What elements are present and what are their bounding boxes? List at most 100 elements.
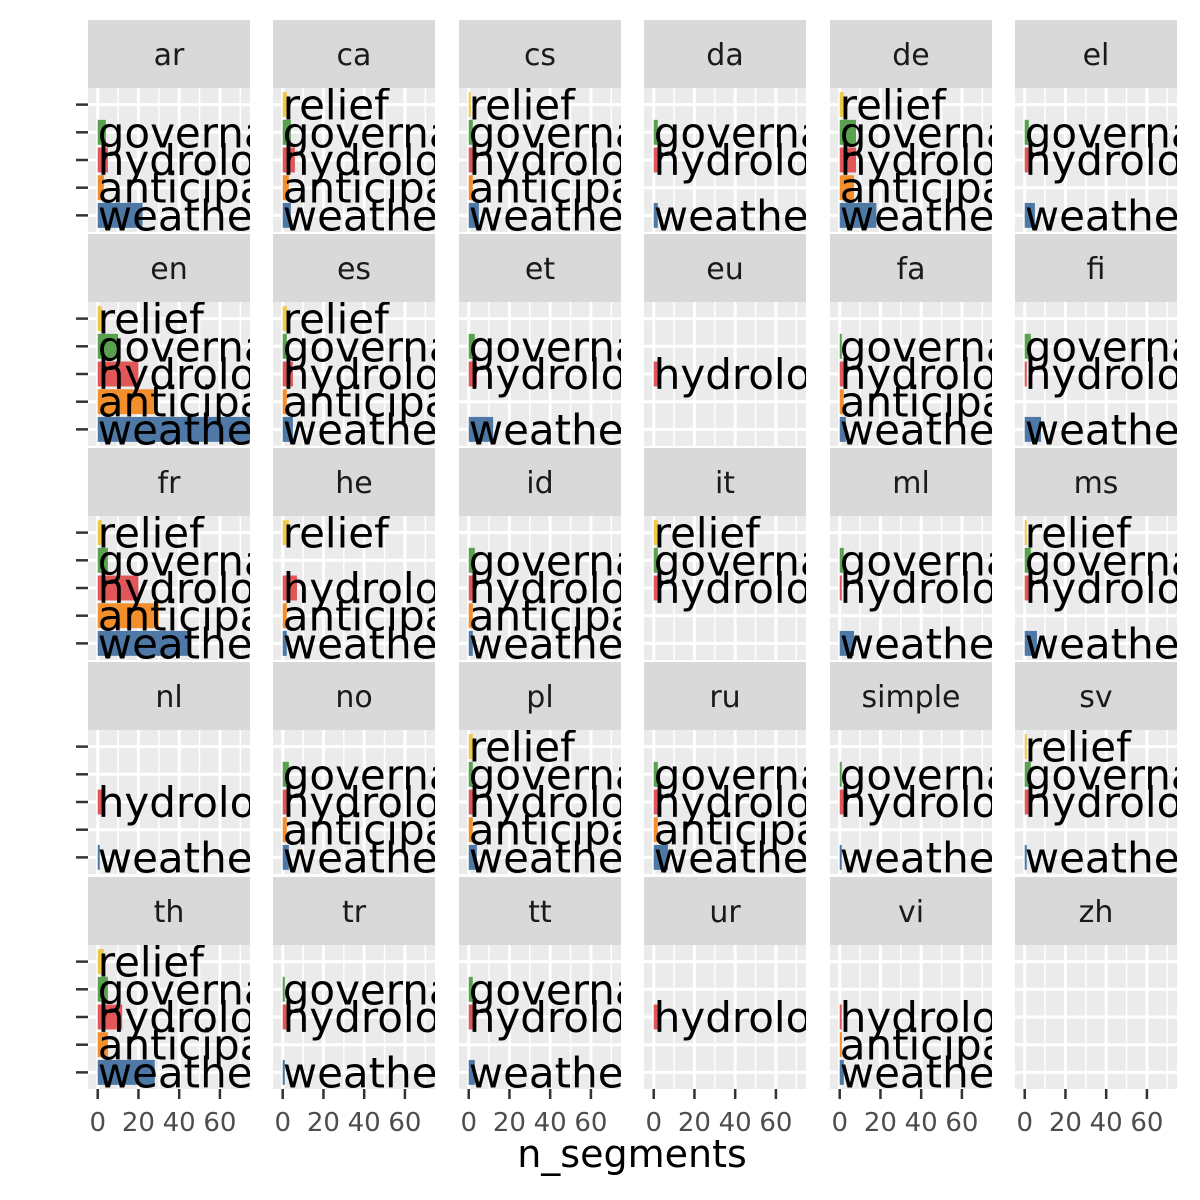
bar-anticipation <box>282 817 287 843</box>
bar-weather <box>468 1059 475 1085</box>
bar-anticipation <box>839 1032 842 1058</box>
bar-weather <box>468 630 473 656</box>
bar-label-anticipation: anticipation <box>469 806 717 855</box>
bar-label-weather: weather <box>654 191 827 240</box>
x-tick-label: 40 <box>719 1108 752 1138</box>
bar-label-weather: weather <box>283 191 456 240</box>
bar-weather <box>653 844 668 870</box>
facet-strip-label: et <box>525 252 555 287</box>
facet-strip <box>459 20 621 88</box>
x-tick-label: 0 <box>645 1108 662 1138</box>
bar-label-governance: governance <box>283 965 530 1014</box>
bar-label-anticipation: anticipation <box>654 806 902 855</box>
bar-label-relief: relief <box>1025 723 1132 772</box>
facet-strip-label: he <box>335 466 372 501</box>
facet-strip <box>1015 877 1177 945</box>
facet-strip-label: tr <box>342 895 367 930</box>
facet-strip-label: da <box>706 38 743 73</box>
facet-strip <box>1015 662 1177 730</box>
bar-relief <box>97 306 102 332</box>
x-tick-label: 40 <box>1090 1108 1123 1138</box>
bar-hydrology <box>653 1004 658 1030</box>
bar-label-relief: relief <box>654 509 761 558</box>
panel-content: weather hydrology <box>97 778 307 882</box>
bar-governance <box>839 333 842 359</box>
bar-governance <box>468 761 473 787</box>
panel-content: weatheranticipationhydrologygovernancere… <box>97 302 307 446</box>
bar-label-governance: governance <box>840 536 1088 585</box>
panel-content: weatheranticipationhydrologygovernancere… <box>468 730 717 874</box>
facet-strip <box>1015 234 1177 302</box>
bar-label-hydrology: hydrology <box>283 778 492 827</box>
bar-weather <box>282 630 287 656</box>
bar-label-weather: weather <box>98 833 271 882</box>
bar-governance <box>468 333 475 359</box>
x-tick-label: 0 <box>1016 1108 1033 1138</box>
bar-relief <box>653 520 658 546</box>
facet-strip <box>830 20 992 88</box>
x-tick-label: 60 <box>1130 1108 1163 1138</box>
facet-panel-fr: fr weatheranticipationhydrologygovernance… <box>76 448 271 668</box>
bar-label-anticipation: anticipation <box>98 1021 346 1070</box>
bar-label-anticipation: anticipation <box>840 378 1088 427</box>
bar-label-hydrology: hydrology <box>469 350 678 399</box>
bar-label-weather: weather <box>840 191 1013 240</box>
bar-label-weather: weather <box>469 191 642 240</box>
bar-label-weather: weather <box>98 619 271 668</box>
bar-label-weather: weather <box>840 405 1013 454</box>
bar-label-anticipation: anticipation <box>469 164 717 213</box>
bar-hydrology <box>468 361 477 387</box>
facet-strip <box>88 234 250 302</box>
facet-strip <box>273 877 435 945</box>
bar-label-governance: governance <box>1025 322 1200 371</box>
bar-weather <box>468 844 477 870</box>
bar-label-hydrology: hydrology <box>98 136 307 185</box>
bar-weather <box>1024 844 1027 870</box>
bar-label-governance: governance <box>98 108 346 157</box>
bar-hydrology <box>97 575 139 601</box>
bar-label-hydrology: hydrology <box>654 993 863 1042</box>
bar-relief <box>97 949 104 975</box>
bar-hydrology <box>839 1004 842 1030</box>
bar-label-weather: weather <box>98 191 271 240</box>
x-tick-label: 40 <box>905 1108 938 1138</box>
facet-strip-label: de <box>892 38 930 73</box>
bar-anticipation <box>839 389 844 415</box>
bar-label-hydrology: hydrology <box>98 350 307 399</box>
facet-strip <box>459 234 621 302</box>
bar-label-governance: governance <box>654 536 902 585</box>
facet-strip-label: ms <box>1074 466 1119 501</box>
bar-weather <box>1024 416 1042 442</box>
bar-anticipation <box>97 175 104 201</box>
bar-label-relief: relief <box>1025 509 1132 558</box>
bar-weather <box>97 844 100 870</box>
facet-strip-label: fi <box>1087 252 1106 287</box>
facet-panel-th: th weatheranticipationhydrologygovernance… <box>76 877 346 1138</box>
bar-label-relief: relief <box>98 938 205 987</box>
bar-hydrology <box>1024 147 1029 173</box>
bar-label-hydrology: hydrology <box>840 564 1049 613</box>
bar-label-hydrology: hydrology <box>98 778 307 827</box>
bar-relief <box>97 520 102 546</box>
bar-hydrology <box>839 147 857 173</box>
facet-strip <box>644 877 806 945</box>
bar-label-governance: governance <box>840 750 1088 799</box>
facet-strip <box>273 20 435 88</box>
bar-weather <box>839 630 854 656</box>
x-tick-label: 20 <box>678 1108 711 1138</box>
